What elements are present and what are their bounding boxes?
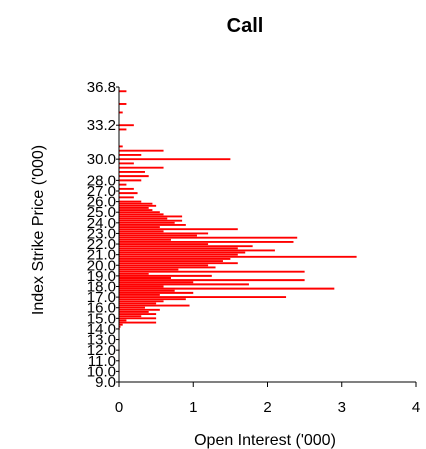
chart-title: Call [227, 15, 264, 37]
y-tick-label: 13.0 [87, 332, 116, 349]
y-tick-label: 28.0 [87, 172, 116, 189]
x-tick-label: 0 [115, 399, 123, 416]
y-tick-label: 23.0 [87, 225, 116, 242]
y-tick-label: 9.0 [95, 374, 116, 391]
ticks-layer: 0 1 2 3 4 9.010.011.012.013.014.015.016.017.0… [87, 79, 420, 416]
axes-layer [118, 87, 416, 383]
y-tick-label: 19.0 [87, 268, 116, 285]
y-tick-label: 22.0 [87, 236, 116, 253]
y-tick-label: 27.0 [87, 183, 116, 200]
y-tick-label: 20.0 [87, 257, 116, 274]
bars-layer [119, 90, 357, 373]
x-tick-label: 2 [263, 399, 271, 416]
x-axis-label: Open Interest ('000) [194, 432, 336, 449]
y-tick-label: 14.0 [87, 321, 116, 338]
y-tick-label: 16.0 [87, 300, 116, 317]
x-tick-label: 3 [338, 399, 346, 416]
y-tick-label: 11.0 [88, 353, 116, 370]
y-tick-label: 24.0 [87, 215, 116, 232]
y-tick-label: 33.2 [87, 117, 116, 134]
y-tick-label: 25.0 [87, 204, 116, 221]
x-tick-label: 1 [189, 399, 197, 416]
y-tick-label: 30.0 [87, 151, 116, 168]
y-tick-label: 21.0 [87, 247, 116, 264]
x-tick-label: 4 [412, 399, 420, 416]
y-tick-label: 18.0 [87, 278, 116, 295]
y-tick-label: 15.0 [87, 310, 116, 327]
y-axis-label: Index Strike Price ('000) [30, 145, 47, 315]
y-tick-label: 17.0 [87, 289, 116, 306]
y-tick-label: 36.8 [87, 79, 116, 96]
y-tick-label: 26.0 [87, 194, 116, 211]
y-tick-label: 10.0 [87, 363, 116, 380]
y-tick-label: 12.0 [87, 342, 116, 359]
